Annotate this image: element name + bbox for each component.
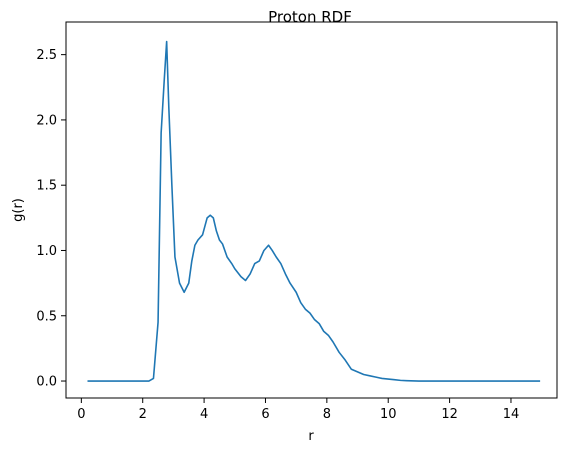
x-tick-label: 4 [200,407,208,422]
x-tick-label: 14 [503,407,520,422]
x-tick-label: 0 [77,407,85,422]
x-axis-label: r [308,429,314,444]
series-line-0 [87,40,541,382]
y-tick-label: 2.5 [36,48,57,63]
chart-title: Proton RDF [268,8,352,26]
plot-area: 0 2 4 6 8 10 12 14 0.0 0.5 1.0 1.5 2.0 2.5 [36,40,541,422]
x-tick-label: 8 [323,407,331,422]
y-axis-label: g(r) [11,198,26,222]
y-tick-label: 1.0 [36,244,57,259]
x-tick-label: 12 [441,407,458,422]
y-tick-label: 2.0 [36,113,57,128]
y-tick-label: 0.5 [36,309,57,324]
axes-frame [65,21,558,399]
x-tick-label: 6 [261,407,269,422]
x-tick-label: 10 [380,407,397,422]
x-tick-label: 2 [139,407,147,422]
y-tick-label: 0.0 [36,375,57,390]
y-tick-label: 1.5 [36,179,57,194]
